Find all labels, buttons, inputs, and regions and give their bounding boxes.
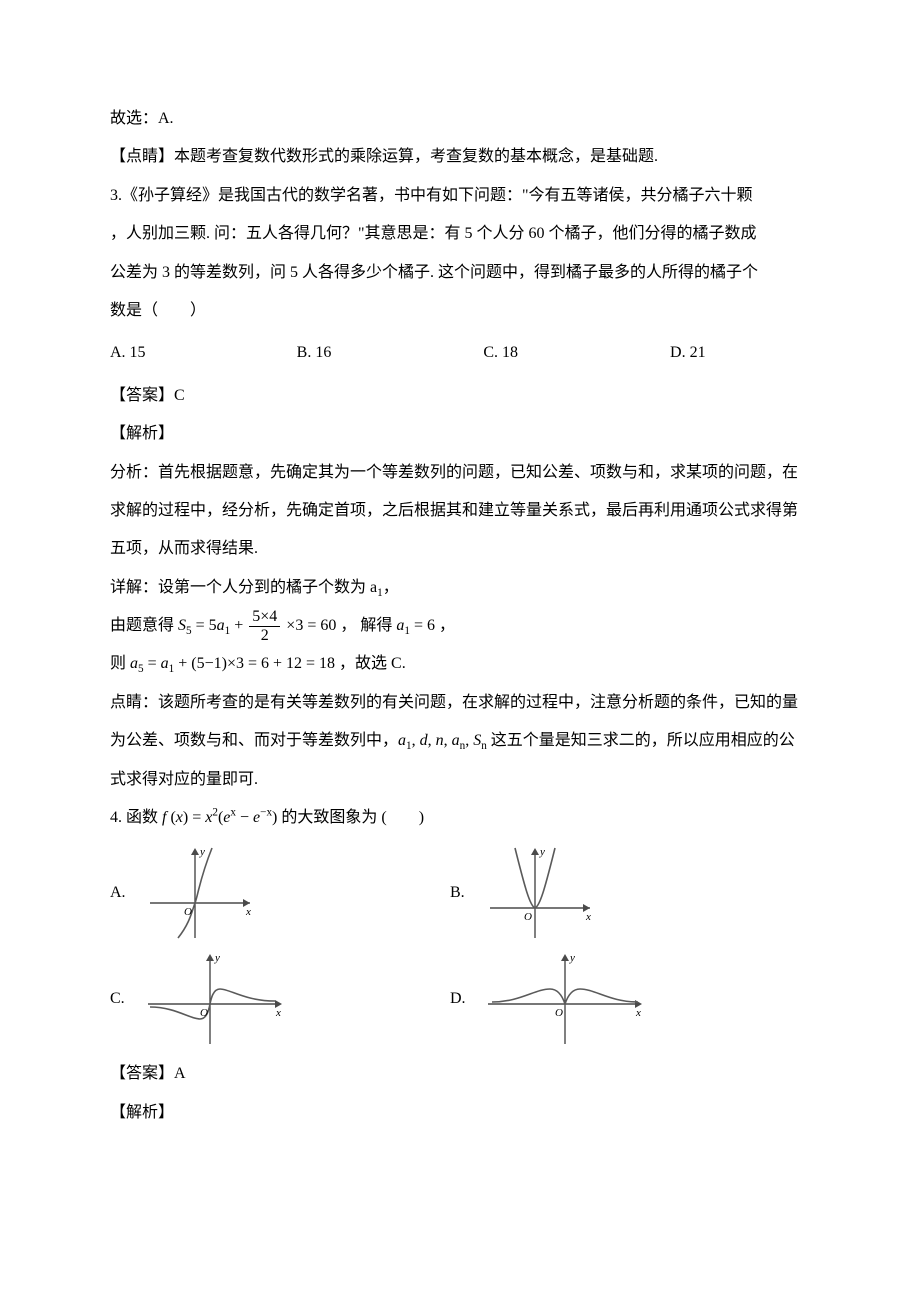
q3-eq2-expr: a5 = a1 + (5−1)×3 = 6 + 12 = 18 (130, 655, 335, 672)
q3-stem-line1: 3.《孙子算经》是我国古代的数学名著，书中有如下问题："今有五等诸侯，共分橘子六… (110, 177, 810, 215)
svg-text:y: y (569, 952, 575, 964)
q4-answer: 【答案】A (110, 1055, 810, 1093)
q4-graph-c: y x O (140, 949, 450, 1049)
svg-text:y: y (199, 846, 205, 858)
svg-text:O: O (555, 1007, 563, 1019)
svg-text:x: x (635, 1007, 641, 1019)
q3-explain-label: 【解析】 (110, 415, 810, 453)
comment-line: 【点睛】本题考查复数代数形式的乘除运算，考查复数的基本概念，是基础题. (110, 138, 810, 176)
q3-choice-b: B. 16 (297, 334, 484, 372)
q3-choice-c: C. 18 (483, 334, 670, 372)
q4-graph-a: y x O (140, 843, 450, 943)
q4-stem-expr: f (x) = x2(ex − e−x) (162, 809, 281, 826)
q3-eq2-prefix: 则 (110, 655, 126, 672)
svg-text:y: y (214, 952, 220, 964)
q4-stem: 4. 函数 f (x) = x2(ex − e−x) 的大致图象为 ( ) (110, 799, 810, 837)
svg-text:x: x (245, 906, 251, 918)
q3-choices: A. 15 B. 16 C. 18 D. 21 (110, 334, 810, 372)
q4-graph-b: y x O (480, 843, 600, 943)
q3-eq1-mid: ， 解得 (340, 617, 392, 634)
q3-eq1-prefix: 由题意得 (110, 617, 174, 634)
q4-row-cd: C. y x O D. y x O (110, 949, 810, 1049)
q3-eq2-suffix: ，故选 C. (339, 655, 406, 672)
q3-stem-line2: ，人别加三颗. 问：五人各得几何？"其意思是：有 5 个人分 60 个橘子，他们… (110, 215, 810, 253)
q3-choice-d: D. 21 (670, 334, 810, 372)
q3-choice-a: A. 15 (110, 334, 297, 372)
q4-row-ab: A. y x O B. y x O (110, 843, 810, 943)
svg-text:O: O (200, 1007, 208, 1019)
q3-stem-line4: 数是（ ） (110, 292, 810, 330)
q3-stem-line3: 公差为 3 的等差数列，问 5 人各得多少个橘子. 这个问题中，得到橘子最多的人… (110, 254, 810, 292)
svg-text:x: x (275, 1007, 281, 1019)
q3-eq1-solve: a1 = 6 (396, 617, 435, 634)
q4-label-d: D. (450, 980, 480, 1018)
conclusion-line: 故选：A. (110, 100, 810, 138)
q3-detail: 详解：设第一个人分到的橘子个数为 a1， (110, 569, 810, 607)
q3-comment: 点睛：该题所考查的是有关等差数列的有关问题，在求解的过程中，注意分析题的条件，已… (110, 684, 810, 799)
q3-eq2: 则 a5 = a1 + (5−1)×3 = 6 + 12 = 18 ，故选 C. (110, 645, 810, 683)
svg-text:y: y (539, 846, 545, 858)
q3-eq1: 由题意得 S5 = 5a1 + 5×42 ×3 = 60 ， 解得 a1 = 6… (110, 607, 810, 645)
q3-answer: 【答案】C (110, 377, 810, 415)
svg-text:x: x (585, 911, 591, 923)
q3-eq1-expr: S5 = 5a1 + 5×42 ×3 = 60 (178, 617, 340, 634)
q4-graph-d: y x O (480, 949, 650, 1049)
q3-detail-var: a1 (370, 579, 383, 596)
q4-label-c: C. (110, 980, 140, 1018)
q4-label-b: B. (450, 874, 480, 912)
svg-text:O: O (524, 911, 532, 923)
q3-eq1-suffix: ， (439, 617, 455, 634)
svg-text:O: O (184, 906, 192, 918)
q3-detail-prefix: 详解：设第一个人分到的橘子个数为 (110, 579, 366, 596)
q4-label-a: A. (110, 874, 140, 912)
q4-stem-suffix: 的大致图象为 ( ) (281, 809, 424, 826)
document-page: 故选：A. 【点睛】本题考查复数代数形式的乘除运算，考查复数的基本概念，是基础题… (0, 0, 920, 1192)
q4-explain-label: 【解析】 (110, 1094, 810, 1132)
q3-analysis: 分析：首先根据题意，先确定其为一个等差数列的问题，已知公差、项数与和，求某项的问… (110, 454, 810, 569)
q3-detail-suffix: ， (383, 579, 399, 596)
q4-stem-prefix: 4. 函数 (110, 809, 158, 826)
